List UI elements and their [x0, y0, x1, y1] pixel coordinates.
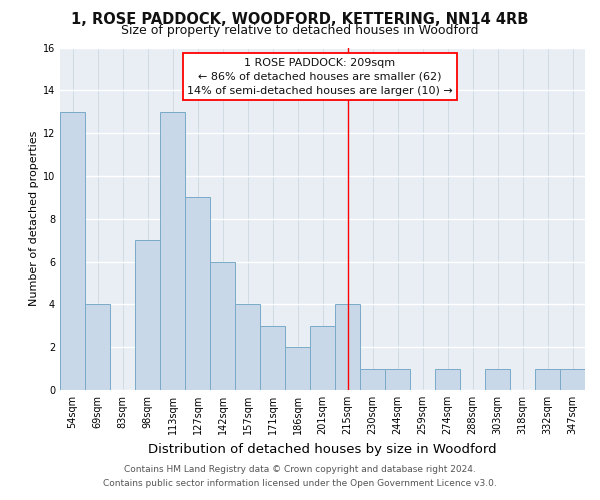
- Text: Contains HM Land Registry data © Crown copyright and database right 2024.
Contai: Contains HM Land Registry data © Crown c…: [103, 466, 497, 487]
- Bar: [485, 368, 510, 390]
- Bar: [360, 368, 385, 390]
- Bar: [260, 326, 285, 390]
- Bar: [135, 240, 160, 390]
- Y-axis label: Number of detached properties: Number of detached properties: [29, 131, 38, 306]
- Text: 1, ROSE PADDOCK, WOODFORD, KETTERING, NN14 4RB: 1, ROSE PADDOCK, WOODFORD, KETTERING, NN…: [71, 12, 529, 28]
- X-axis label: Distribution of detached houses by size in Woodford: Distribution of detached houses by size …: [148, 442, 497, 456]
- Bar: [535, 368, 560, 390]
- Bar: [435, 368, 460, 390]
- Bar: [235, 304, 260, 390]
- Bar: [60, 112, 85, 390]
- Bar: [385, 368, 410, 390]
- Text: 1 ROSE PADDOCK: 209sqm
← 86% of detached houses are smaller (62)
14% of semi-det: 1 ROSE PADDOCK: 209sqm ← 86% of detached…: [187, 58, 453, 96]
- Bar: [210, 262, 235, 390]
- Bar: [310, 326, 335, 390]
- Bar: [560, 368, 585, 390]
- Bar: [85, 304, 110, 390]
- Bar: [185, 198, 210, 390]
- Bar: [335, 304, 360, 390]
- Bar: [160, 112, 185, 390]
- Text: Size of property relative to detached houses in Woodford: Size of property relative to detached ho…: [121, 24, 479, 37]
- Bar: [285, 347, 310, 390]
